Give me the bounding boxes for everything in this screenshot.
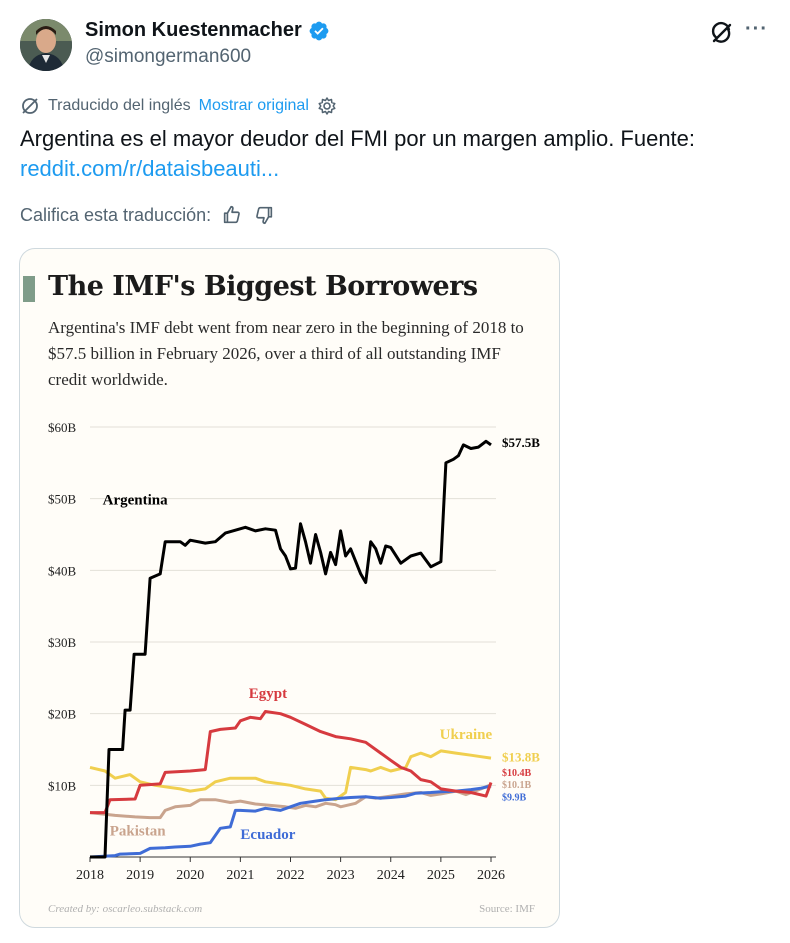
series-name-label-ukraine: Ukraine [440,727,493,743]
show-original-link[interactable]: Mostrar original [198,97,309,114]
x-tick-label: 2023 [327,868,355,883]
series-name-label-pakistan: Pakistan [110,824,167,840]
end-value-label-egypt: $10.4B [502,768,532,779]
end-value-label-ecuador: $9.9B [502,792,527,803]
chart-title: The IMF's Biggest Borrowers [48,271,478,302]
chart-image-card[interactable]: The IMF's Biggest Borrowers Argentina's … [19,248,560,928]
series-line-ecuador [89,784,492,859]
rate-translation-row: Califica esta traducción: [20,204,275,226]
x-tick-label: 2019 [126,868,154,883]
title-accent-bar [23,276,35,302]
author-name[interactable]: Simon Kuestenmacher [85,19,330,42]
y-tick-label: $50B [48,492,77,507]
x-tick-label: 2018 [76,868,104,883]
tweet-text: Argentina es el mayor deudor del FMI por… [20,124,760,184]
end-value-label-argentina: $57.5B [502,435,540,450]
x-tick-label: 2022 [276,868,304,883]
thumbs-up-icon[interactable] [221,204,243,226]
x-tick-label: 2021 [226,868,254,883]
avatar[interactable] [20,19,72,71]
y-tick-label: $40B [48,563,77,578]
end-value-label-pakistan: $10.1B [502,780,532,791]
rate-translation-label: Califica esta traducción: [20,204,212,225]
line-chart: $60B $50B $40B $30B $20B $10B 2018 2019 2020 2021… [48,420,540,883]
series-line-argentina [90,439,492,859]
chart-credit: Created by: oscarleo.substack.com [48,903,203,915]
author-name-text[interactable]: Simon Kuestenmacher [85,19,302,41]
series-line-pakistan [89,783,492,820]
grok-icon[interactable] [708,19,736,47]
chart-subtitle: Argentina's IMF debt went from near zero… [48,318,524,389]
y-tick-label: $60B [48,420,77,435]
series-name-label-argentina: Argentina [103,492,168,508]
gear-icon[interactable] [317,96,337,116]
series-name-label-egypt: Egypt [249,686,287,702]
series-line-ukraine [89,749,492,802]
avatar-image [20,19,72,71]
translated-from-label: Traducido del inglés [48,97,191,114]
end-value-label-ukraine: $13.8B [502,750,540,765]
x-tick-label: 2025 [427,868,455,883]
x-tick-label: 2024 [377,868,405,883]
x-tick-label: 2020 [176,868,204,883]
thumbs-down-icon[interactable] [253,204,275,226]
tweet-body: Argentina es el mayor deudor del FMI por… [20,126,696,151]
y-tick-label: $30B [48,635,77,650]
series-line-egypt [90,710,493,815]
translate-icon [22,98,38,114]
tweet-link[interactable]: reddit.com/r/dataisbeauti... [20,156,280,181]
translation-row: Traducido del inglés Mostrar original [20,96,337,116]
series-name-label-ecuador: Ecuador [240,827,295,843]
chart-source: Source: IMF [479,903,535,915]
more-options-icon[interactable]: ··· [745,18,768,40]
verified-badge-icon[interactable] [308,20,330,42]
x-tick-label: 2026 [477,868,505,883]
y-tick-label: $10B [48,778,77,793]
author-handle[interactable]: @simongerman600 [85,46,252,67]
y-tick-label: $20B [48,707,77,722]
